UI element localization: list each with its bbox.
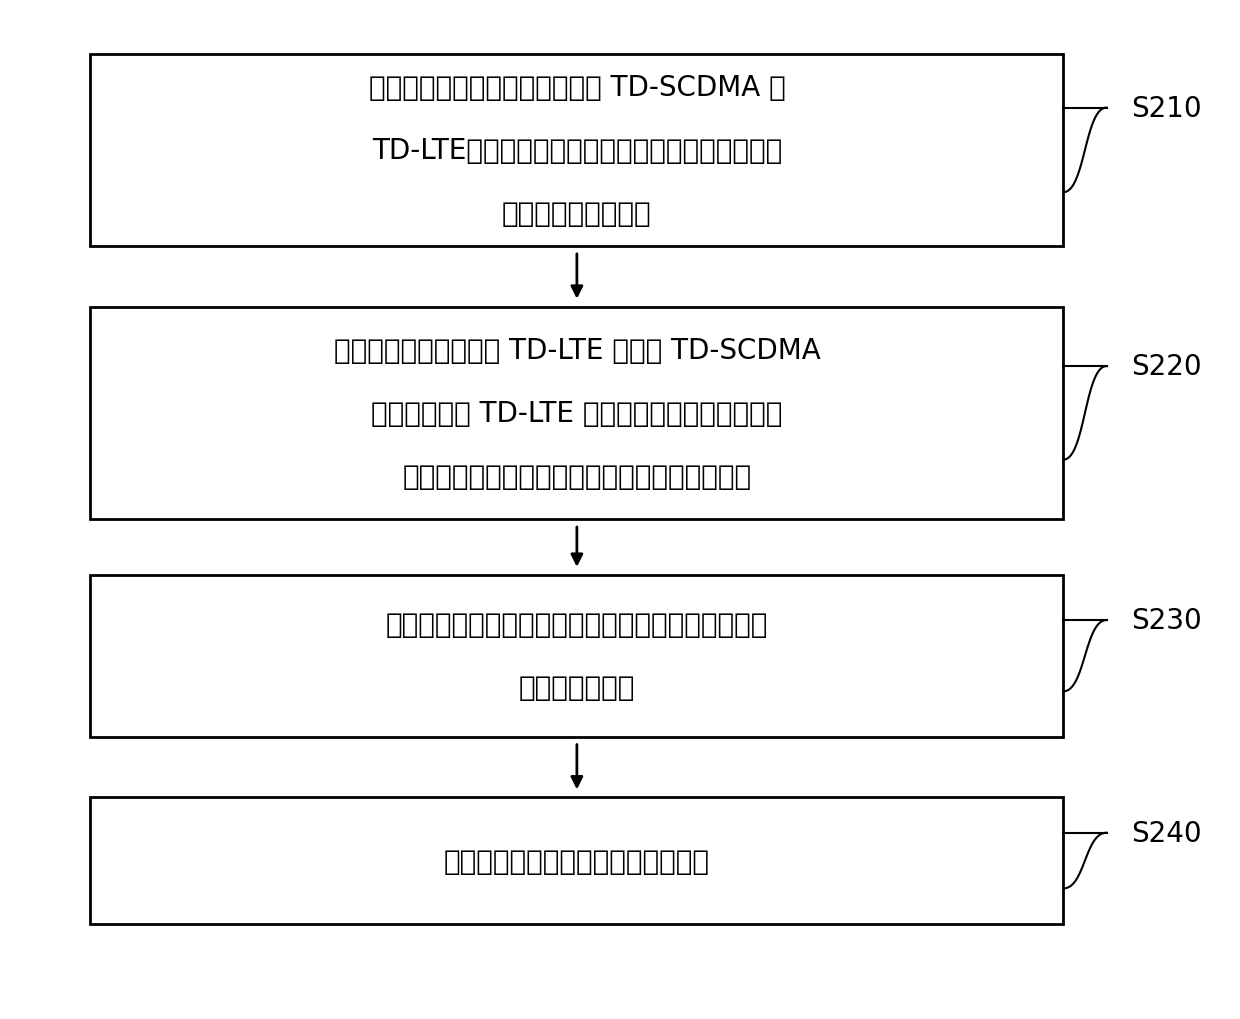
Text: S220: S220 [1131, 353, 1202, 381]
Text: 的时间段内发送双模训练序列并采数计算累加和: 的时间段内发送双模训练序列并采数计算累加和 [402, 463, 751, 490]
Text: 将多次采数的累加和按对应关系转换为功率值，并计: 将多次采数的累加和按对应关系转换为功率值，并计 [386, 610, 768, 639]
Text: 算反馈平均功率: 算反馈平均功率 [518, 674, 635, 701]
Text: 根据所述反馈平均功率计算输出功率: 根据所述反馈平均功率计算输出功率 [444, 847, 709, 874]
Bar [91, 798, 1064, 924]
Text: TD-LTE的小区载波及功率情况选择与小区频率特征: TD-LTE的小区载波及功率情况选择与小区频率特征 [372, 137, 782, 165]
Text: 在输出功率检测模式下根据当前 TD-SCDMA 和: 在输出功率检测模式下根据当前 TD-SCDMA 和 [368, 74, 785, 102]
Text: 在下一个预定周期内按 TD-LTE 时隙在 TD-SCDMA: 在下一个预定周期内按 TD-LTE 时隙在 TD-SCDMA [334, 337, 821, 365]
Bar [91, 575, 1064, 737]
Bar [91, 308, 1064, 520]
Text: 相同的双模训练序列: 相同的双模训练序列 [502, 200, 652, 227]
Text: S210: S210 [1131, 95, 1202, 122]
Text: S230: S230 [1131, 606, 1202, 635]
Text: S240: S240 [1131, 819, 1202, 847]
Text: 的保护时隙和 TD-LTE 的保护时隙在时间轴上重合: 的保护时隙和 TD-LTE 的保护时隙在时间轴上重合 [371, 399, 782, 428]
Bar [91, 55, 1064, 247]
